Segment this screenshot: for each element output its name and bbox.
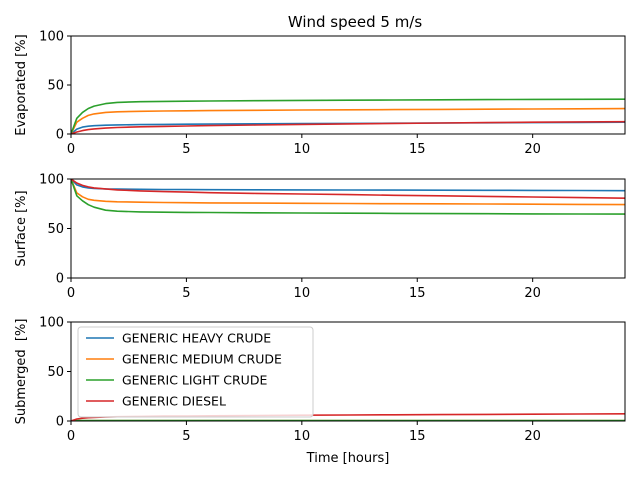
- x-tick-label: 5: [182, 429, 190, 444]
- panel-3: 0 5 10 15 20 0 50 100 Submerged [%] GENERIC HEAVY…: [14, 316, 626, 444]
- series-lines: [71, 98, 625, 134]
- legend-entry: GENERIC DIESEL: [122, 394, 226, 409]
- x-tick-label: 15: [409, 429, 426, 444]
- series-line-generic-light-crude: [71, 98, 625, 134]
- y-tick-label: 50: [47, 79, 64, 94]
- series-line-generic-medium-crude: [71, 107, 625, 134]
- x-tick-label: 10: [294, 286, 311, 301]
- legend-entry: GENERIC HEAVY CRUDE: [122, 331, 271, 346]
- series-line-generic-medium-crude: [71, 179, 625, 206]
- y-tick-label: 0: [56, 272, 64, 287]
- y-axis-label: Surface [%]: [14, 190, 29, 266]
- x-tick-label: 0: [67, 286, 75, 301]
- x-tick-label: 10: [294, 429, 311, 444]
- legend-box: [77, 326, 314, 418]
- y-axis-label: Evaporated [%]: [14, 34, 29, 135]
- y-tick-label: 50: [47, 365, 64, 380]
- series-line-generic-heavy-crude: [71, 179, 625, 192]
- y-tick-label: 100: [39, 30, 64, 45]
- x-tick-label: 20: [524, 286, 541, 301]
- x-tick-label: 0: [67, 429, 75, 444]
- x-tick-label: 0: [67, 142, 75, 157]
- x-tick-label: 15: [409, 142, 426, 157]
- x-axis-label: Time [hours]: [306, 451, 390, 466]
- panel-1: 0 5 10 15 20 0 50 100 Evaporated [%]: [14, 30, 626, 157]
- y-tick-label: 50: [47, 222, 64, 237]
- y-axis-label: Submerged [%]: [14, 319, 29, 425]
- series-lines: [71, 179, 625, 215]
- x-tick-label: 15: [409, 286, 426, 301]
- y-tick-label: 100: [39, 316, 64, 331]
- y-tick-label: 0: [56, 415, 64, 430]
- legend-entry: GENERIC LIGHT CRUDE: [122, 373, 267, 388]
- x-tick-label: 20: [524, 142, 541, 157]
- x-tick-label: 5: [182, 286, 190, 301]
- series-line-generic-diesel: [71, 120, 625, 134]
- y-tick-label: 100: [39, 173, 64, 188]
- x-tick-label: 10: [294, 142, 311, 157]
- y-tick-label: 0: [56, 128, 64, 143]
- chart-title: Wind speed 5 m/s: [288, 13, 423, 31]
- x-tick-label: 20: [524, 429, 541, 444]
- x-tick-label: 5: [182, 142, 190, 157]
- panel-2: 0 5 10 15 20 0 50 100 Surface [%]: [14, 173, 626, 301]
- legend-entry: GENERIC MEDIUM CRUDE: [122, 352, 282, 367]
- series-line-generic-diesel: [71, 179, 625, 199]
- series-line-generic-light-crude: [71, 179, 625, 215]
- legend: GENERIC HEAVY CRUDE GENERIC MEDIUM CRUDE G…: [77, 326, 314, 418]
